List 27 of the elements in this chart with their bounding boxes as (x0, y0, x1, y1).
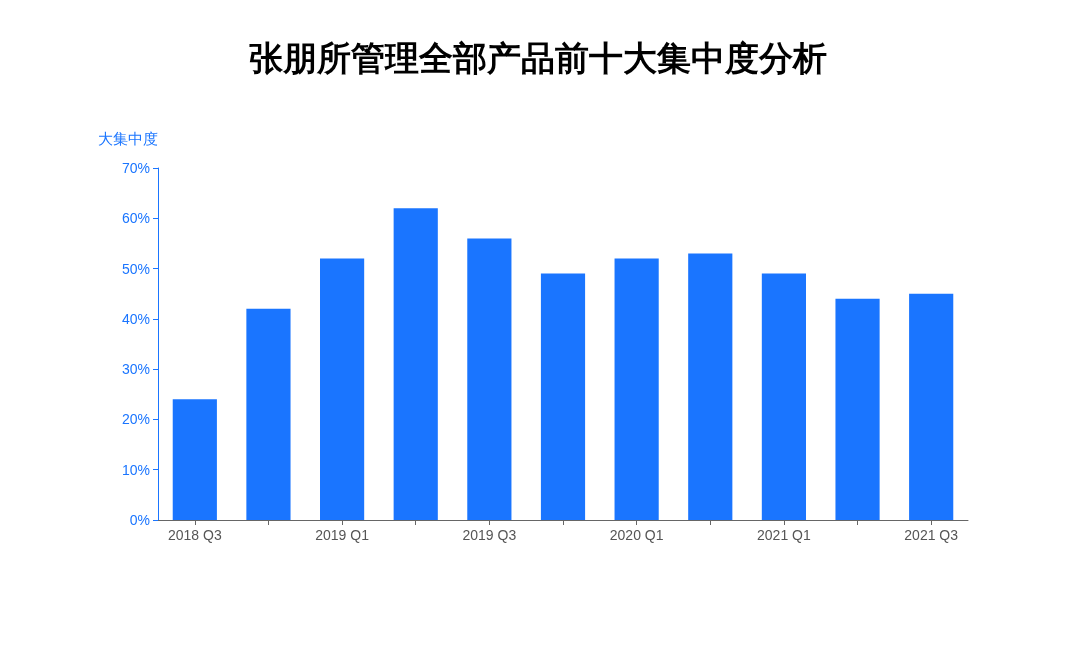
bar (688, 253, 733, 520)
y-tick-label: 40% (121, 310, 150, 327)
bar (909, 293, 954, 520)
chart-title: 张朋所管理全部产品前十大集中度分析 (249, 38, 827, 78)
y-tick-label: 70% (121, 160, 150, 176)
bar (393, 208, 438, 520)
bar (172, 399, 217, 520)
x-tick-label: 2019 Q1 (315, 527, 370, 543)
bar (320, 258, 365, 520)
y-tick-label: 30% (121, 361, 150, 378)
y-tick-label: 20% (121, 411, 150, 428)
x-tick-label: 2021 Q1 (757, 527, 811, 543)
y-tick-label: 60% (121, 210, 150, 227)
bar (761, 273, 806, 520)
x-tick-label: 2021 Q3 (904, 527, 959, 543)
bar (540, 273, 586, 520)
x-tick-label: 2019 Q3 (462, 527, 517, 543)
y-tick-label: 10% (121, 461, 150, 478)
bar (835, 298, 880, 520)
bar (614, 258, 659, 520)
y-tick-label: 0% (129, 512, 150, 528)
bar (467, 238, 512, 520)
y-axis-title: 大集中度 (98, 130, 158, 147)
y-tick-label: 50% (121, 260, 150, 277)
x-tick-label: 2020 Q1 (609, 527, 664, 543)
bar (246, 308, 291, 520)
x-tick-label: 2018 Q3 (167, 527, 222, 543)
